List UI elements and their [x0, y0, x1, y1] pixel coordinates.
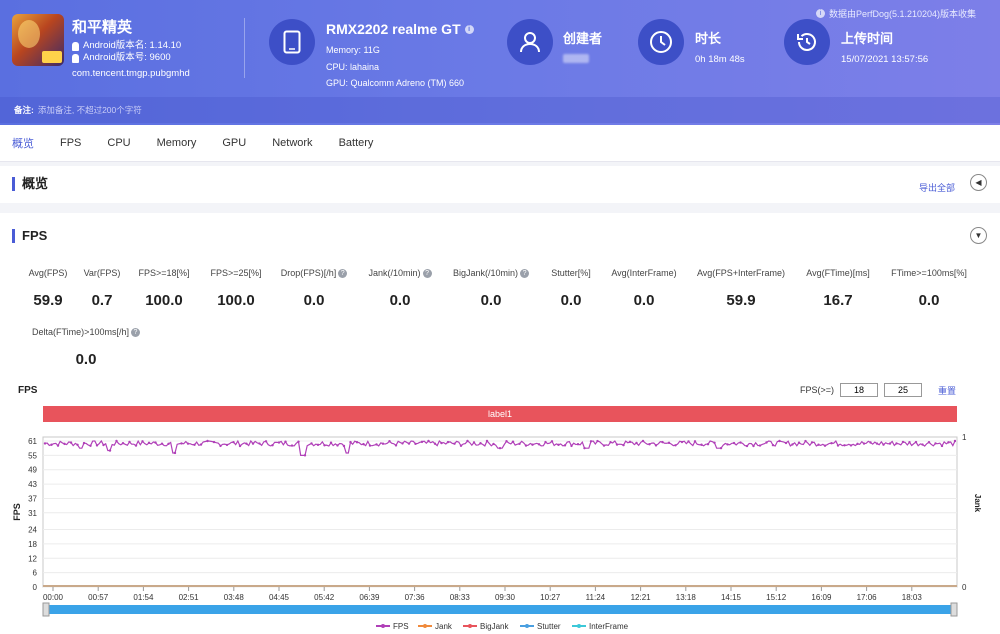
threshold-input-2[interactable]	[884, 383, 923, 397]
metric-item: Jank(/10min)? 0.0	[330, 268, 470, 309]
app-meta: Android版本名: 1.14.10 Android版本号: 9600	[72, 40, 181, 64]
metric-item: Stutter[%] 0.0	[501, 268, 641, 309]
metric-label: Var(FPS)	[83, 268, 121, 278]
fps-section-title: FPS	[12, 229, 47, 243]
header-divider	[244, 18, 245, 78]
export-all-link[interactable]: 导出全部	[918, 183, 955, 193]
device-memory: Memory: 11G	[326, 45, 380, 55]
metric-value: 0.0	[918, 292, 940, 309]
threshold-input-1[interactable]	[840, 383, 879, 397]
overview-title: 概览	[12, 177, 48, 191]
note-label: 备注:	[14, 105, 34, 115]
metric-item: Delta(FTime)>100ms[/h]? 0.0	[16, 327, 156, 368]
metric-label: Delta(FTime)>100ms[/h]?	[16, 327, 156, 337]
fps-threshold-controls: FPS(>=)	[800, 383, 923, 397]
app-name: 和平精英	[72, 19, 133, 36]
tab-memory[interactable]: Memory	[156, 137, 197, 149]
reset-link[interactable]: 重置	[938, 386, 957, 396]
user-icon	[507, 19, 553, 65]
metric-label: FPS>=25[%]	[210, 268, 262, 278]
upload-value: 15/07/2021 13:57:56	[841, 54, 929, 65]
metric-label: Avg(FPS+InterFrame)	[696, 268, 786, 278]
metric-label: Avg(InterFrame)	[611, 268, 677, 278]
info-icon: i	[815, 9, 825, 18]
duration-label: 时长	[695, 31, 722, 46]
data-source: i 数据由PerfDog(5.1.210204)版本收集	[815, 7, 976, 20]
info-icon[interactable]: i	[464, 24, 474, 34]
threshold-label: FPS(>=)	[800, 385, 835, 395]
metric-value: 0.7	[91, 292, 113, 309]
device-cpu: CPU: lahaina	[326, 62, 380, 72]
help-icon[interactable]: ?	[422, 268, 432, 278]
metric-item: FPS>=18[%] 100.0	[94, 268, 234, 309]
duration-value: 0h 18m 48s	[695, 54, 745, 65]
tab-fps[interactable]: FPS	[60, 137, 82, 149]
metric-value: 0.0	[480, 292, 502, 309]
upload-label: 上传时间	[841, 31, 894, 46]
tab-battery[interactable]: Battery	[338, 137, 374, 149]
phone-icon	[269, 19, 315, 65]
device-gpu: GPU: Qualcomm Adreno (TM) 660	[326, 78, 465, 88]
android-icon	[72, 53, 79, 63]
metric-label: FPS>=18[%]	[138, 268, 190, 278]
creator-name-redacted	[563, 54, 589, 63]
chart-title: FPS	[18, 385, 38, 396]
metric-label: Jank(/10min)?	[330, 268, 470, 278]
metric-value: 100.0	[145, 292, 183, 309]
overview-section: 概览 导出全部 ◀	[0, 166, 1000, 203]
tab-cpu[interactable]: CPU	[107, 137, 131, 149]
report-header: 和平精英 Android版本名: 1.14.10 Android版本号: 960…	[0, 0, 1000, 125]
metric-item: FPS>=25[%] 100.0	[166, 268, 306, 309]
tab-network[interactable]: Network	[272, 137, 313, 149]
metric-value: 59.9	[726, 292, 756, 309]
collapse-icon[interactable]: ◀	[970, 174, 987, 191]
metric-item: Avg(InterFrame) 0.0	[574, 268, 714, 309]
metric-value: 0.0	[303, 292, 325, 309]
note-bar[interactable]: 备注: 添加备注, 不超过200个字符	[0, 97, 1000, 123]
version-name: Android版本名: 1.14.10	[83, 40, 182, 51]
metric-item: FTime>=100ms[%] 0.0	[859, 268, 999, 309]
creator-label: 创建者	[563, 31, 603, 46]
label-band[interactable]: label1	[43, 406, 957, 422]
help-icon[interactable]: ?	[130, 327, 140, 337]
help-icon[interactable]: ?	[520, 268, 530, 278]
metric-label: Avg(FTime)[ms]	[806, 268, 870, 278]
metric-item: Var(FPS) 0.7	[32, 268, 172, 309]
metric-label: Stutter[%]	[551, 268, 591, 278]
metric-item: BigJank(/10min)? 0.0	[421, 268, 561, 309]
device-name: RMX2202 realme GT i	[326, 21, 474, 37]
note-input[interactable]: 添加备注, 不超过200个字符	[37, 105, 142, 115]
android-icon	[72, 41, 79, 51]
package-name: com.tencent.tmgp.pubgmhd	[72, 68, 190, 79]
chevron-down-icon[interactable]: ▼	[970, 227, 987, 244]
metric-value: 0.0	[75, 351, 97, 368]
help-icon[interactable]: ?	[338, 268, 348, 278]
app-icon	[12, 14, 64, 66]
metric-label: BigJank(/10min)?	[421, 268, 561, 278]
version-code: Android版本号: 9600	[83, 52, 171, 63]
tab-bar: 概览 FPS CPU Memory GPU Network Battery	[0, 125, 1000, 162]
tab-gpu[interactable]: GPU	[222, 137, 247, 149]
metric-label: FTime>=100ms[%]	[891, 268, 967, 278]
metric-item: Avg(FPS) 59.9	[0, 268, 118, 309]
metric-item: Drop(FPS)[/h]? 0.0	[244, 268, 384, 309]
tab-overview[interactable]: 概览	[12, 138, 34, 150]
metric-label: Drop(FPS)[/h]?	[244, 268, 384, 278]
metric-item: Avg(FTime)[ms] 16.7	[768, 268, 908, 309]
metric-item: Avg(FPS+InterFrame) 59.9	[671, 268, 811, 309]
metric-value: 0.0	[389, 292, 411, 309]
metric-label: Avg(FPS)	[28, 268, 68, 278]
clock-icon	[638, 19, 684, 65]
metric-value: 16.7	[823, 292, 853, 309]
metric-value: 59.9	[33, 292, 63, 309]
metric-value: 0.0	[633, 292, 655, 309]
metric-value: 100.0	[217, 292, 255, 309]
history-icon	[784, 19, 830, 65]
metric-value: 0.0	[560, 292, 582, 309]
